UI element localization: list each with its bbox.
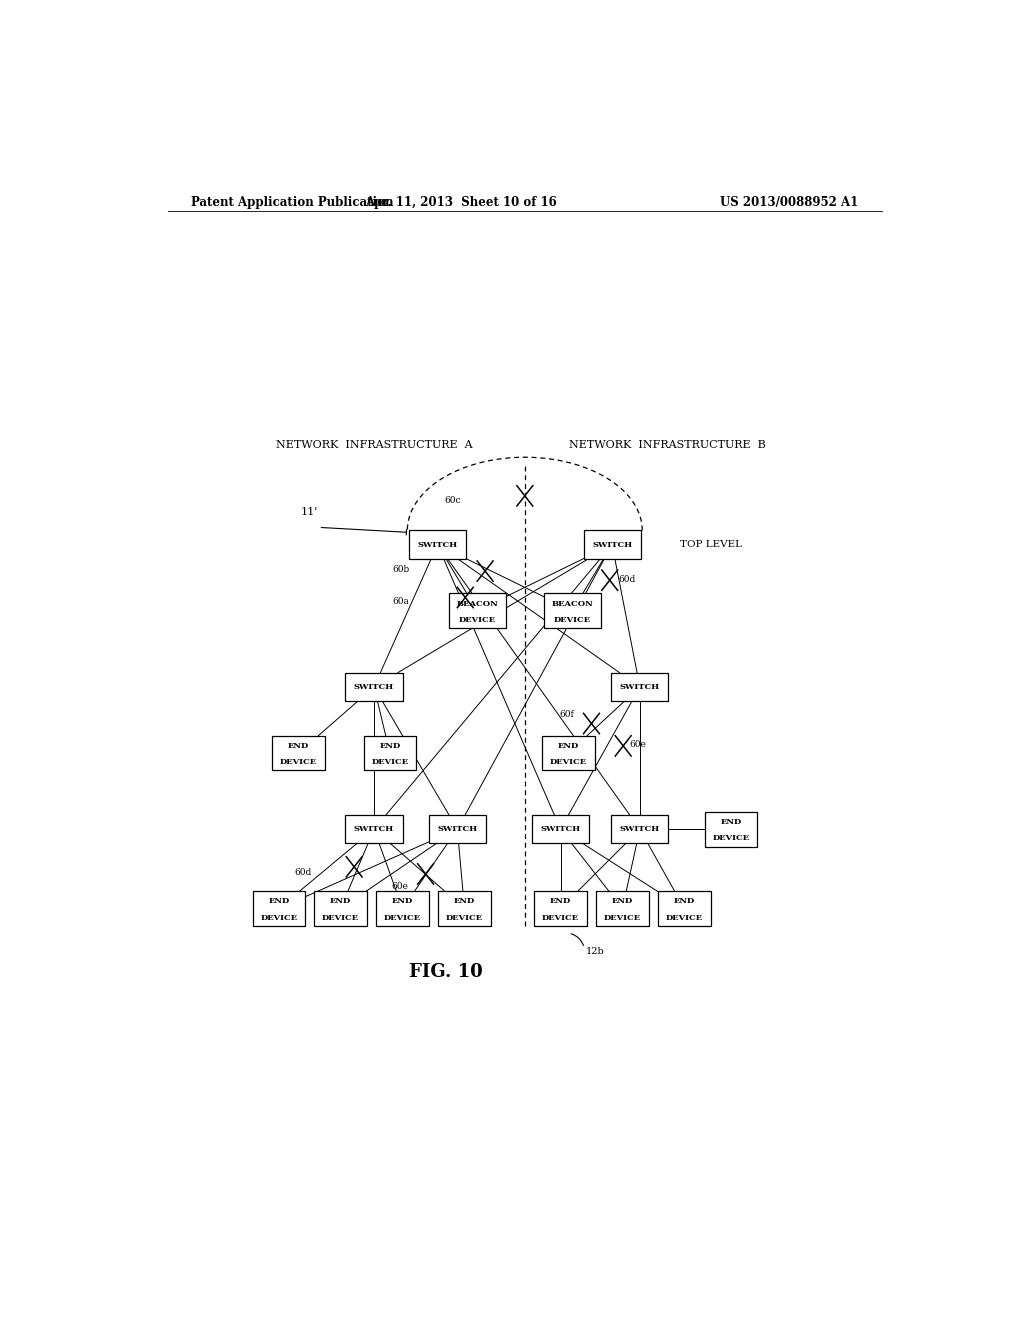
Text: SWITCH: SWITCH [354, 825, 394, 833]
FancyBboxPatch shape [705, 812, 758, 846]
Text: 60d: 60d [295, 869, 312, 878]
Text: DEVICE: DEVICE [713, 834, 750, 842]
Text: FIG. 10: FIG. 10 [409, 962, 482, 981]
Text: SWITCH: SWITCH [354, 682, 394, 690]
Text: END: END [392, 898, 414, 906]
Text: DEVICE: DEVICE [459, 616, 496, 624]
Text: END: END [550, 898, 571, 906]
Text: SWITCH: SWITCH [620, 682, 659, 690]
Text: Apr. 11, 2013  Sheet 10 of 16: Apr. 11, 2013 Sheet 10 of 16 [366, 195, 557, 209]
Text: SWITCH: SWITCH [437, 825, 477, 833]
Text: DEVICE: DEVICE [384, 913, 421, 921]
Text: NETWORK  INFRASTRUCTURE  B: NETWORK INFRASTRUCTURE B [569, 440, 766, 450]
Text: DEVICE: DEVICE [554, 616, 591, 624]
FancyBboxPatch shape [611, 814, 669, 843]
Text: END: END [558, 742, 580, 750]
Text: DEVICE: DEVICE [323, 913, 359, 921]
Text: DEVICE: DEVICE [280, 758, 317, 766]
FancyBboxPatch shape [364, 735, 416, 771]
FancyBboxPatch shape [543, 735, 595, 771]
Text: DEVICE: DEVICE [542, 913, 580, 921]
Text: 60a: 60a [393, 597, 410, 606]
FancyBboxPatch shape [611, 673, 669, 701]
FancyBboxPatch shape [314, 891, 367, 925]
FancyBboxPatch shape [438, 891, 490, 925]
Text: SWITCH: SWITCH [418, 541, 458, 549]
Text: DEVICE: DEVICE [445, 913, 483, 921]
FancyBboxPatch shape [345, 673, 402, 701]
Text: 60c: 60c [444, 496, 461, 506]
Text: BEACON: BEACON [552, 599, 593, 607]
Text: END: END [330, 898, 351, 906]
FancyBboxPatch shape [377, 891, 429, 925]
Text: DEVICE: DEVICE [550, 758, 587, 766]
Text: DEVICE: DEVICE [372, 758, 409, 766]
Text: 60d: 60d [618, 574, 636, 583]
Text: DEVICE: DEVICE [604, 913, 641, 921]
Text: TOP LEVEL: TOP LEVEL [680, 540, 741, 549]
Text: 60f: 60f [559, 710, 574, 719]
Text: END: END [454, 898, 475, 906]
Text: Patent Application Publication: Patent Application Publication [191, 195, 394, 209]
Text: 11': 11' [300, 507, 317, 517]
Text: SWITCH: SWITCH [541, 825, 581, 833]
Text: END: END [288, 742, 309, 750]
Text: END: END [611, 898, 633, 906]
Text: SWITCH: SWITCH [620, 825, 659, 833]
Text: BEACON: BEACON [457, 599, 498, 607]
Text: END: END [379, 742, 400, 750]
Text: NETWORK  INFRASTRUCTURE  A: NETWORK INFRASTRUCTURE A [275, 440, 472, 450]
Text: END: END [721, 818, 741, 826]
Text: 60b: 60b [392, 565, 410, 573]
FancyBboxPatch shape [272, 735, 325, 771]
FancyBboxPatch shape [449, 594, 506, 628]
FancyBboxPatch shape [544, 594, 601, 628]
Text: 12b: 12b [586, 946, 604, 956]
FancyBboxPatch shape [596, 891, 648, 925]
Text: 60e: 60e [391, 882, 409, 891]
Text: END: END [674, 898, 695, 906]
FancyBboxPatch shape [409, 531, 466, 558]
FancyBboxPatch shape [429, 814, 486, 843]
FancyBboxPatch shape [531, 814, 589, 843]
FancyBboxPatch shape [658, 891, 711, 925]
Text: 60e: 60e [630, 741, 646, 750]
FancyBboxPatch shape [535, 891, 587, 925]
FancyBboxPatch shape [253, 891, 305, 925]
Text: END: END [268, 898, 290, 906]
FancyBboxPatch shape [584, 531, 641, 558]
Text: US 2013/0088952 A1: US 2013/0088952 A1 [720, 195, 858, 209]
Text: DEVICE: DEVICE [260, 913, 297, 921]
Text: DEVICE: DEVICE [666, 913, 702, 921]
FancyBboxPatch shape [345, 814, 402, 843]
Text: SWITCH: SWITCH [592, 541, 632, 549]
